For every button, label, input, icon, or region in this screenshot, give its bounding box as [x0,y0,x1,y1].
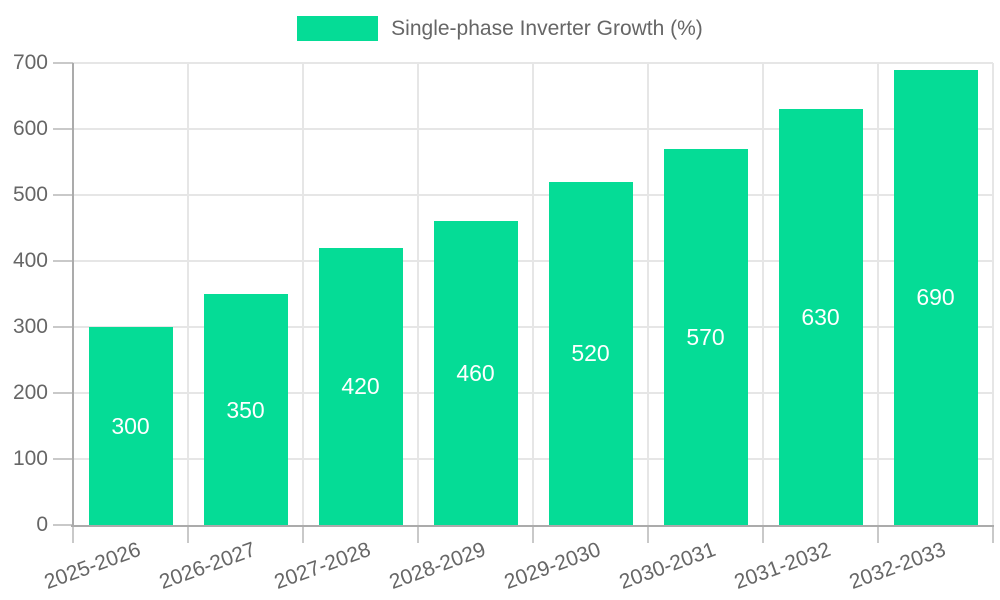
x-tick-mark [762,525,764,543]
y-tick-mark [53,524,73,526]
x-tick-label: 2026-2027 [156,537,259,594]
chart-legend[interactable]: Single-phase Inverter Growth (%) [0,16,1000,41]
y-tick-label: 700 [12,51,48,74]
legend-label: Single-phase Inverter Growth (%) [391,17,703,40]
x-gridline [877,63,879,525]
x-tick-label: 2031-2032 [731,537,834,594]
y-tick-mark [53,128,73,130]
x-tick-label: 2029-2030 [501,537,604,594]
x-tick-mark [302,525,304,543]
bar[interactable] [778,109,863,525]
y-tick-label: 0 [36,513,48,536]
y-tick-label: 400 [12,249,48,272]
y-tick-mark [53,62,73,64]
y-tick-label: 600 [12,117,48,140]
x-tick-label: 2028-2029 [386,537,489,594]
x-tick-mark [187,525,189,543]
x-tick-label: 2025-2026 [41,537,144,594]
y-tick-label: 300 [12,315,48,338]
y-tick-mark [53,260,73,262]
y-tick-label: 500 [12,183,48,206]
y-tick-label: 200 [12,381,48,404]
x-tick-label: 2027-2028 [271,537,374,594]
y-tick-mark [53,326,73,328]
legend-swatch [297,16,379,41]
x-tick-label: 2032-2033 [846,537,949,594]
y-tick-mark [53,392,73,394]
x-gridline [992,63,994,525]
bar[interactable] [548,181,633,525]
bar[interactable] [433,221,518,525]
bar[interactable] [893,69,978,525]
y-axis-line [72,63,74,525]
x-gridline [302,63,304,525]
x-tick-mark [72,525,74,543]
y-tick-mark [53,194,73,196]
x-gridline [187,63,189,525]
bar[interactable] [88,327,173,525]
x-tick-mark [647,525,649,543]
y-tick-mark [53,458,73,460]
bar[interactable] [203,294,288,525]
x-tick-mark [417,525,419,543]
bar[interactable] [318,247,403,525]
y-tick-label: 100 [12,447,48,470]
x-gridline [647,63,649,525]
x-tick-mark [532,525,534,543]
x-gridline [417,63,419,525]
x-tick-mark [992,525,994,543]
bar[interactable] [663,148,748,525]
x-tick-label: 2030-2031 [616,537,719,594]
x-gridline [532,63,534,525]
x-axis-line [71,525,994,527]
x-tick-mark [877,525,879,543]
x-gridline [762,63,764,525]
